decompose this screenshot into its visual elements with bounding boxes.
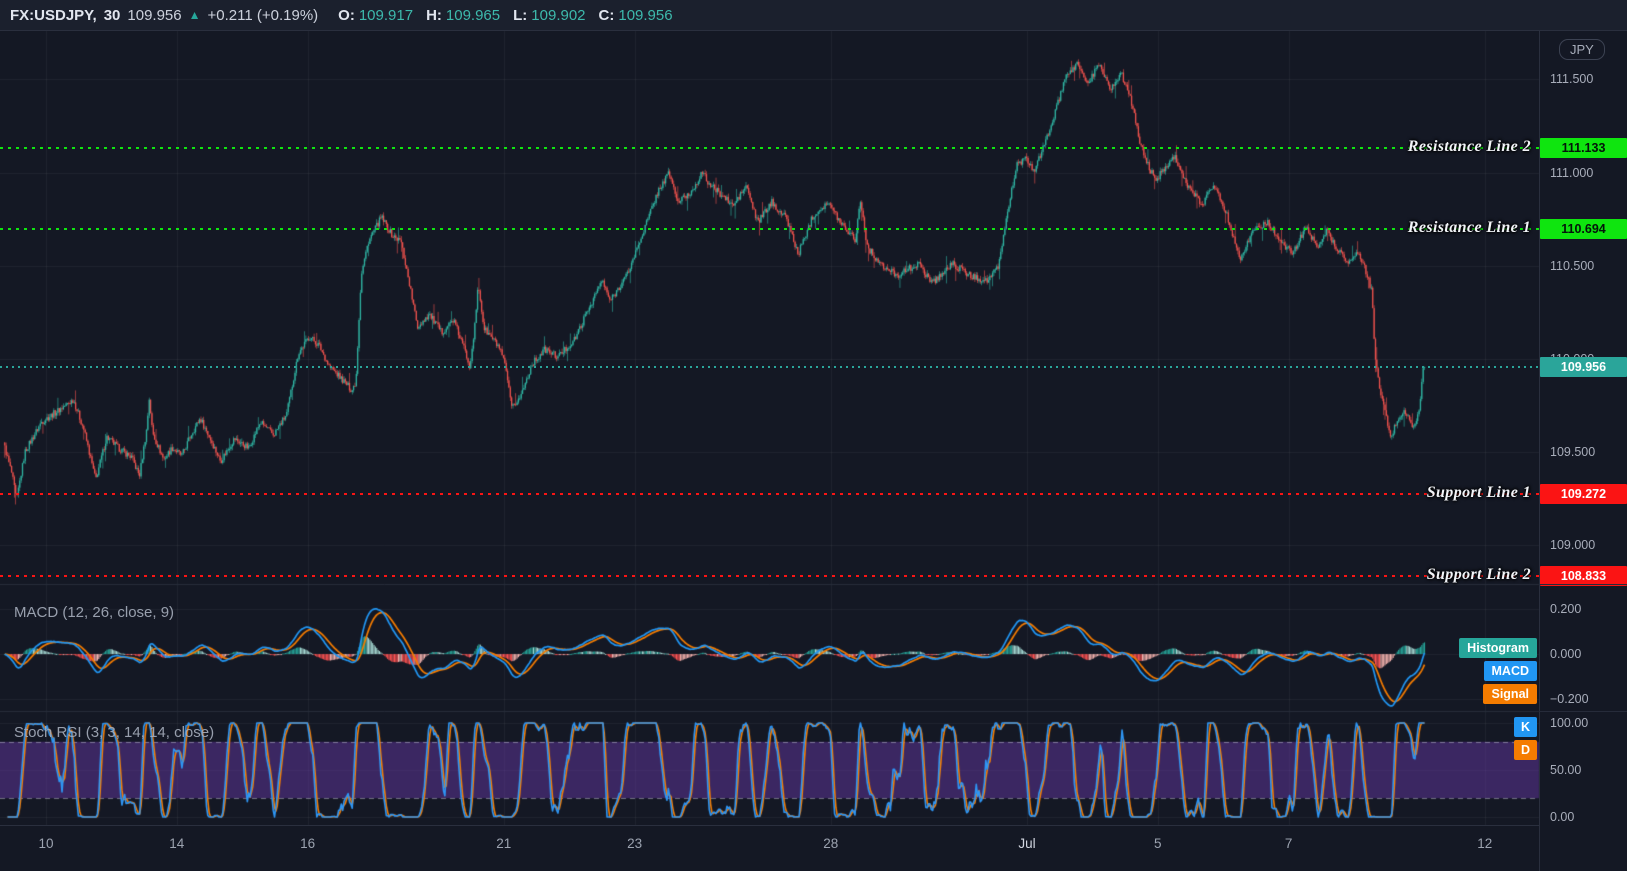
time-label: 12 bbox=[1477, 836, 1493, 851]
level-price-badge: 108.833 bbox=[1540, 565, 1627, 586]
resistance-line-2[interactable]: Resistance Line 2 bbox=[0, 138, 1539, 155]
level-price-badge: 111.133 bbox=[1540, 137, 1627, 158]
ohlc-value: 109.965 bbox=[445, 6, 501, 24]
currency-toggle-button[interactable]: JPY bbox=[1559, 39, 1605, 60]
price-tick-label: 111.500 bbox=[1550, 72, 1594, 87]
stoch-tick-label: 100.00 bbox=[1550, 715, 1589, 730]
time-label: Jul bbox=[1018, 836, 1036, 851]
level-price-badge: 109.272 bbox=[1540, 484, 1627, 505]
time-label: 10 bbox=[38, 836, 54, 851]
stoch-tick-label: 50.00 bbox=[1550, 763, 1582, 777]
time-label: 14 bbox=[169, 836, 185, 851]
resistance-line-1[interactable]: Resistance Line 1 bbox=[0, 219, 1539, 236]
level-label: Support Line 1 bbox=[1426, 484, 1531, 502]
level-label: Support Line 2 bbox=[1426, 565, 1531, 583]
axis-separator bbox=[1539, 31, 1540, 871]
level-price-badge: 110.694 bbox=[1540, 219, 1627, 240]
price-tick-label: 109.000 bbox=[1550, 537, 1596, 552]
change-value: +0.211 (+0.19%) bbox=[207, 6, 319, 24]
ohlc-value: 109.917 bbox=[358, 6, 414, 24]
time-axis[interactable]: 10 14 16 21 23 28 Jul 5 7 12 bbox=[0, 825, 1627, 871]
price-axis[interactable]: JPY 111.500 111.000 110.500 110.000 109.… bbox=[1539, 31, 1627, 871]
macd-tick-label: −0.200 bbox=[1550, 692, 1589, 707]
interval-label[interactable]: 30 bbox=[103, 6, 121, 24]
time-label: 16 bbox=[300, 836, 316, 851]
time-label: 7 bbox=[1284, 836, 1293, 851]
symbol-legend: FX:USDJPY, 30 109.956 ▲ +0.211 (+0.19%) … bbox=[0, 0, 1627, 31]
macd-tick-label: 0.200 bbox=[1550, 602, 1582, 617]
level-label: Resistance Line 1 bbox=[1407, 219, 1531, 237]
ohlc-label: O: bbox=[338, 6, 355, 24]
support-line-1[interactable]: Support Line 1 bbox=[0, 484, 1539, 501]
price-tick-label: 111.000 bbox=[1550, 165, 1594, 180]
stoch-tick-label: 0.00 bbox=[1550, 810, 1575, 824]
up-arrow-icon: ▲ bbox=[188, 8, 201, 22]
support-line-2[interactable]: Support Line 2 bbox=[0, 566, 1539, 583]
time-label: 5 bbox=[1154, 836, 1162, 851]
time-label: 21 bbox=[496, 836, 512, 851]
ohlc-label: L: bbox=[513, 6, 528, 24]
time-label: 23 bbox=[627, 836, 643, 851]
symbol-name[interactable]: FX:USDJPY, bbox=[10, 6, 97, 24]
pane-separator bbox=[1539, 711, 1627, 712]
price-tick-label: 110.500 bbox=[1550, 258, 1595, 273]
current-price-badge: 109.956 bbox=[1540, 356, 1627, 377]
time-label: 28 bbox=[823, 836, 839, 851]
macd-tick-label: 0.000 bbox=[1550, 647, 1582, 662]
price-tick-label: 109.500 bbox=[1550, 444, 1596, 459]
ohlc-value: 109.956 bbox=[618, 6, 673, 24]
pane-separator bbox=[1539, 584, 1627, 585]
ohlc-label: C: bbox=[598, 6, 615, 24]
last-price: 109.956 bbox=[127, 6, 182, 24]
ohlc-label: H: bbox=[426, 6, 442, 24]
level-label: Resistance Line 2 bbox=[1407, 137, 1531, 155]
ohlc-value: 109.902 bbox=[531, 6, 586, 24]
